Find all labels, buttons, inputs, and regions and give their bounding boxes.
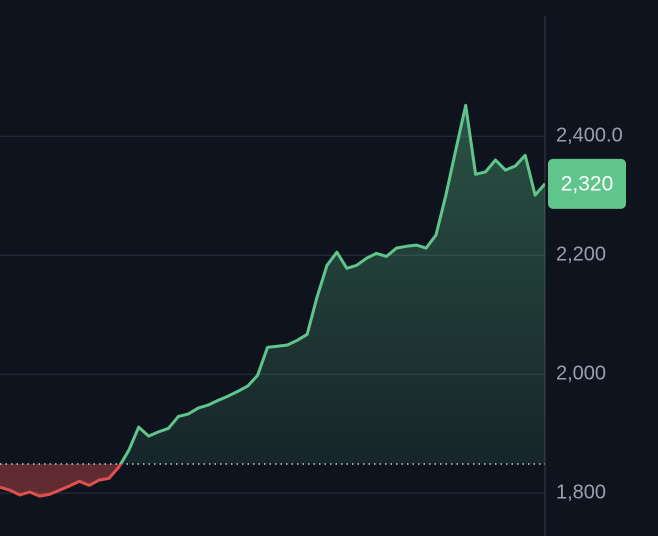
y-tick-label: 2,200: [556, 243, 606, 265]
area-up: [120, 105, 545, 465]
y-tick-label: 2,000: [556, 362, 606, 384]
last-price-label: 2,320: [561, 172, 614, 195]
price-line-down: [0, 464, 123, 498]
price-line-up: [118, 103, 545, 465]
last-price-badge: [548, 158, 626, 209]
y-tick-label: 1,800: [556, 481, 606, 503]
y-tick-label: 2,400.0: [556, 125, 623, 147]
area-down: [0, 464, 545, 497]
